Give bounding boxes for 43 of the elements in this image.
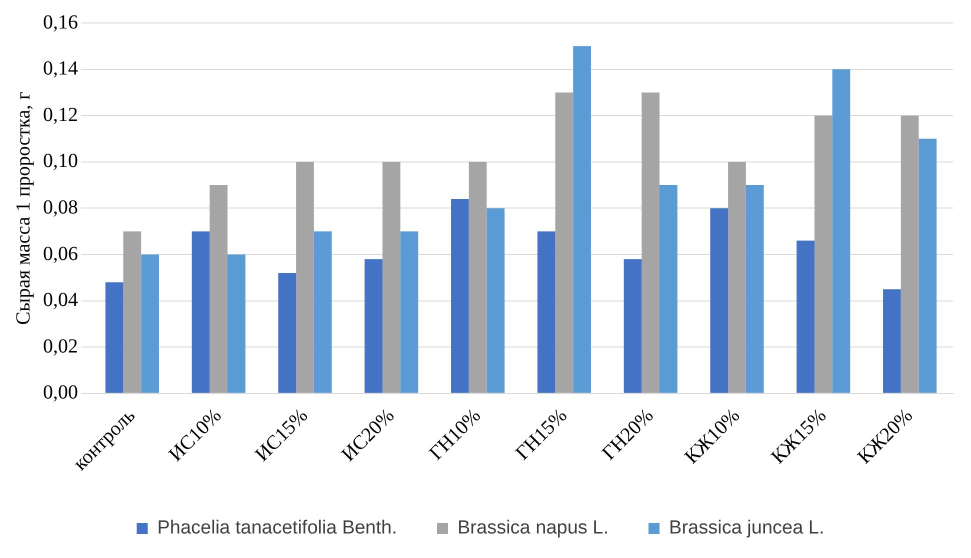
bar <box>900 116 919 393</box>
bar <box>796 240 814 393</box>
bar <box>314 231 332 393</box>
y-tick-label: 0,08 <box>43 196 78 218</box>
y-tick-label: 0,10 <box>43 150 78 172</box>
bar <box>296 162 314 393</box>
bar <box>883 289 901 393</box>
bar <box>364 259 382 393</box>
legend-label: Brassica napus L. <box>458 518 609 539</box>
bar <box>400 231 418 393</box>
y-axis-title: Сырая масса 1 проростка, г <box>12 91 34 325</box>
bar <box>123 231 142 393</box>
y-tick-label: 0,04 <box>43 289 78 312</box>
bar <box>451 198 469 393</box>
bar <box>728 162 746 393</box>
y-tick-label: 0,16 <box>43 11 78 34</box>
bar <box>382 162 400 393</box>
bar <box>746 185 764 393</box>
bar <box>710 208 728 393</box>
bar <box>814 116 832 393</box>
bar <box>832 69 850 393</box>
y-tick-label: 0,02 <box>43 335 78 358</box>
bar <box>141 254 159 393</box>
bar <box>537 231 556 393</box>
bar <box>573 46 591 393</box>
y-tick-label: 0,14 <box>43 58 78 80</box>
bar <box>210 185 228 393</box>
bar <box>660 185 678 393</box>
bar <box>555 92 574 393</box>
bar <box>486 208 505 393</box>
bar <box>642 92 660 393</box>
bar <box>468 162 487 393</box>
y-tick-label: 0,00 <box>43 382 78 404</box>
bar <box>192 231 210 393</box>
legend-label: Brassica juncea L. <box>669 518 824 539</box>
y-tick-label: 0,06 <box>43 242 78 265</box>
bar <box>624 259 642 393</box>
y-tick-label: 0,12 <box>43 104 78 126</box>
bar <box>278 273 296 393</box>
legend-label: Phacelia tanacetifolia Benth. <box>157 518 398 539</box>
bar <box>105 282 124 393</box>
bar <box>918 138 937 393</box>
bar <box>228 254 246 393</box>
